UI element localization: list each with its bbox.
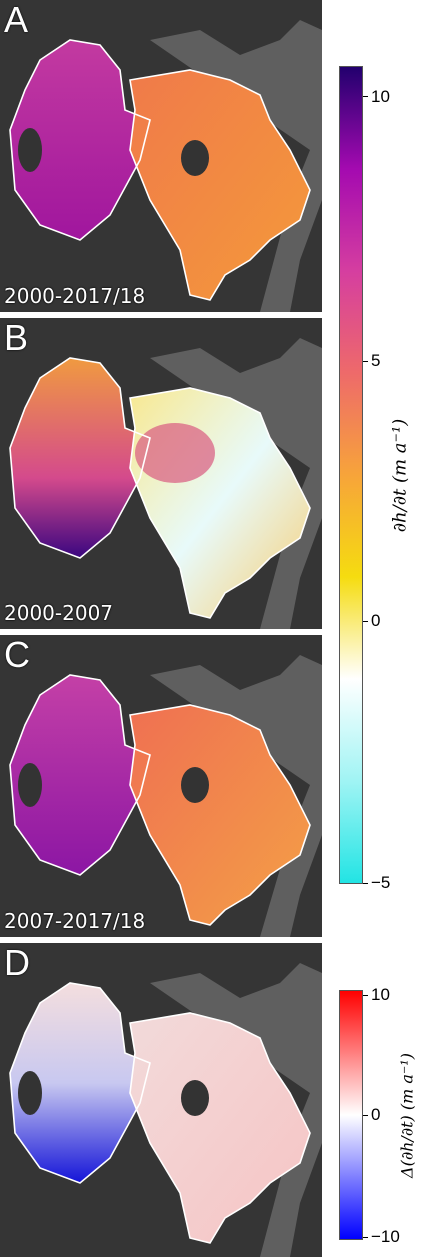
- panel-d: D: [0, 943, 322, 1257]
- period-label: 2007-2017/18: [4, 909, 146, 933]
- panel-letter: C: [4, 635, 30, 675]
- panel-a: A 2000-2017/18: [0, 0, 322, 312]
- colorbar-label: Δ(∂h/∂t) (m a⁻¹): [397, 1053, 417, 1178]
- map-c: [0, 635, 322, 937]
- tick-mark: [363, 1115, 368, 1116]
- map-a: [0, 0, 322, 312]
- period-label: 2000-2017/18: [4, 284, 146, 308]
- panel-letter: B: [4, 318, 29, 358]
- tick-label: −5: [371, 873, 391, 892]
- tick-label: 10: [371, 87, 390, 106]
- panel-b: B 2000-2007: [0, 318, 322, 629]
- tick-mark: [363, 883, 368, 884]
- panel-letter: A: [4, 0, 29, 40]
- map-d: [0, 943, 322, 1257]
- tick-mark: [363, 621, 368, 622]
- colorbar-label: ∂h/∂t (m a⁻¹): [389, 418, 411, 533]
- tick-label: 10: [371, 985, 390, 1004]
- panel-c: C 2007-2017/18: [0, 635, 322, 937]
- colorbar-main: [339, 66, 363, 884]
- tick-label: 0: [371, 611, 381, 630]
- tick-label: 0: [371, 1105, 381, 1124]
- panel-letter: D: [4, 943, 30, 983]
- tick-label: −10: [371, 1227, 400, 1246]
- tick-label: 5: [371, 351, 381, 370]
- tick-mark: [363, 995, 368, 996]
- colorbar-diff: [339, 990, 363, 1240]
- period-label: 2000-2007: [4, 601, 114, 625]
- tick-mark: [363, 361, 368, 362]
- tick-mark: [363, 96, 368, 97]
- map-b: [0, 318, 322, 629]
- tick-mark: [363, 1237, 368, 1238]
